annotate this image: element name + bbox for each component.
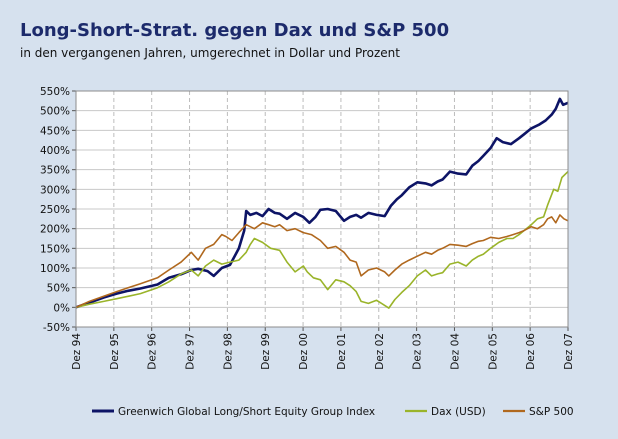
y-tick-label: 550% xyxy=(40,86,70,98)
legend-label-3: S&P 500 xyxy=(529,406,574,418)
legend: Greenwich Global Long/Short Equity Group… xyxy=(92,406,574,418)
y-tick-label: -50% xyxy=(43,322,70,334)
x-tick-label: Dez 02 xyxy=(374,333,386,370)
x-tick-label: Dez 96 xyxy=(147,333,159,370)
y-tick-label: 500% xyxy=(40,106,70,118)
series-line-3 xyxy=(75,214,569,309)
y-axis-ticks: -50% 0% 50% 100% 150% 200% 250% 300% 350% 400% 450… xyxy=(40,86,70,334)
y-tick-label: 200% xyxy=(40,224,70,236)
x-tick-label: Dez 04 xyxy=(449,333,461,370)
x-tick-label: Dez 00 xyxy=(298,333,310,370)
y-tick-label: 150% xyxy=(40,243,70,255)
y-tick-label: 450% xyxy=(40,125,70,137)
y-tick-label: 400% xyxy=(40,145,70,157)
y-tick-label: 50% xyxy=(47,283,70,295)
chart-subtitle: in den vergangenen Jahren, umgerechnet i… xyxy=(20,46,400,60)
x-axis-ticks: Dez 94 Dez 95 Dez 96 Dez 97 Dez 98 Dez 99 Dez … xyxy=(71,333,575,370)
legend-label-2: Dax (USD) xyxy=(431,406,486,418)
x-tick-label: Dez 98 xyxy=(222,333,234,370)
x-tick-label: Dez 95 xyxy=(109,333,121,370)
legend-label-1: Greenwich Global Long/Short Equity Group… xyxy=(118,406,375,418)
x-tick-label: Dez 06 xyxy=(525,333,537,370)
y-tick-label: 300% xyxy=(40,184,70,196)
x-tick-label: Dez 05 xyxy=(487,333,499,370)
x-tick-label: Dez 07 xyxy=(563,333,575,370)
x-tick-label: Dez 01 xyxy=(336,333,348,370)
x-tick-label: Dez 03 xyxy=(412,333,424,370)
x-tick-label: Dez 97 xyxy=(185,333,197,370)
plot-border xyxy=(75,90,569,328)
x-tick-label: Dez 99 xyxy=(260,333,272,370)
y-tick-label: 0% xyxy=(53,302,70,314)
series-line-2 xyxy=(75,171,569,309)
y-tick-label: 350% xyxy=(40,165,70,177)
chart-title: Long-Short-Strat. gegen Dax und S&P 500 xyxy=(20,20,450,41)
series-lines xyxy=(75,97,569,309)
y-tick-label: 250% xyxy=(40,204,70,216)
x-tick-label: Dez 94 xyxy=(71,333,83,370)
series-line-1 xyxy=(75,97,569,309)
y-tick-label: 100% xyxy=(40,263,70,275)
